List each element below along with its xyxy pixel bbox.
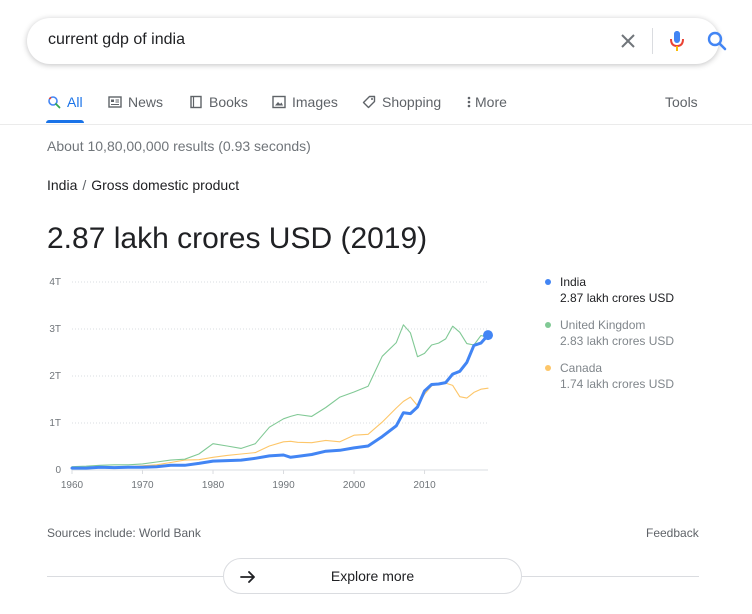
y-tick-label: 2T — [49, 371, 61, 382]
legend-item-united-kingdom[interactable]: United Kingdom 2.83 lakh crores USD — [545, 317, 695, 349]
headline-value: 2.87 lakh crores USD (2019) — [47, 222, 428, 255]
legend-item-india[interactable]: India 2.87 lakh crores USD — [545, 274, 695, 306]
chart-legend: India 2.87 lakh crores USD United Kingdo… — [545, 274, 695, 403]
legend-item-canada[interactable]: Canada 1.74 lakh crores USD — [545, 360, 695, 392]
x-tick-label: 1980 — [202, 480, 225, 491]
x-tick-label: 1970 — [131, 480, 154, 491]
tab-label: More — [475, 94, 507, 110]
microphone-icon[interactable] — [667, 29, 687, 53]
series-endpoint-india — [483, 330, 493, 341]
feedback-link[interactable]: Feedback — [646, 526, 699, 540]
legend-value: 2.87 lakh crores USD — [560, 291, 675, 305]
breadcrumb-separator: / — [82, 177, 87, 193]
legend-dot — [545, 322, 551, 328]
y-tick-label: 4T — [49, 277, 61, 288]
legend-dot — [545, 279, 551, 285]
y-tick-label: 1T — [49, 418, 61, 429]
book-icon — [190, 95, 202, 109]
x-tick-label: 1990 — [272, 480, 295, 491]
arrow-right-icon — [240, 571, 255, 583]
y-tick-label: 3T — [49, 324, 61, 335]
breadcrumb-metric: Gross domestic product — [91, 177, 240, 193]
search-icon — [48, 96, 61, 109]
x-tick-label: 2000 — [343, 480, 366, 491]
explore-divider-left — [47, 576, 223, 577]
series-line-india — [70, 333, 490, 470]
x-tick-label: 2010 — [413, 480, 436, 491]
legend-value: 1.74 lakh crores USD — [560, 377, 675, 391]
series-line-united-kingdom — [71, 324, 489, 468]
close-icon[interactable] — [618, 31, 638, 51]
tab-label: All — [67, 94, 83, 110]
breadcrumb: India / Gross domestic product — [47, 177, 239, 193]
tab-books[interactable]: Books — [189, 94, 248, 110]
tab-label: Books — [209, 94, 248, 110]
tab-shopping[interactable]: Shopping — [362, 94, 441, 110]
tab-more[interactable]: More — [466, 94, 507, 110]
result-stats: About 10,80,00,000 results (0.93 seconds… — [47, 138, 311, 154]
y-tick-label: 0 — [55, 465, 61, 476]
tools-label: Tools — [665, 94, 698, 110]
tab-all[interactable]: All — [47, 94, 83, 110]
x-tick-label: 1960 — [61, 480, 84, 491]
explore-more-label: Explore more — [330, 568, 415, 584]
tab-images[interactable]: Images — [272, 94, 338, 110]
legend-name: India — [560, 275, 587, 289]
tag-icon — [362, 95, 376, 109]
search-tabs: All News Books Images Shopping — [0, 86, 752, 124]
legend-name: United Kingdom — [560, 318, 646, 332]
legend-value: 2.83 lakh crores USD — [560, 334, 675, 348]
sources-note: Sources include: World Bank — [47, 526, 201, 540]
active-tab-indicator — [46, 120, 84, 123]
tab-label: Shopping — [382, 94, 442, 110]
explore-more-button[interactable]: Explore more — [223, 558, 522, 594]
tab-news[interactable]: News — [108, 94, 163, 110]
news-icon — [108, 96, 122, 108]
tools-button[interactable]: Tools — [665, 94, 698, 110]
image-icon — [272, 95, 286, 109]
search-input[interactable]: current gdp of india — [48, 31, 185, 48]
more-vertical-icon — [467, 96, 471, 108]
search-icon[interactable] — [705, 29, 729, 53]
tab-label: News — [128, 94, 164, 110]
search-divider — [652, 28, 653, 54]
search-box[interactable]: current gdp of india — [27, 18, 727, 64]
breadcrumb-country[interactable]: India — [47, 177, 78, 193]
legend-name: Canada — [560, 361, 603, 375]
explore-divider-right — [522, 576, 699, 577]
tab-label: Images — [292, 94, 338, 110]
legend-dot — [545, 365, 551, 371]
tabs-divider — [0, 124, 752, 125]
